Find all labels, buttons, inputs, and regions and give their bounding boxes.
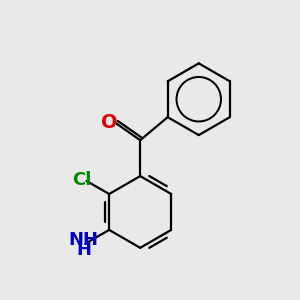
Text: H: H [76, 241, 91, 259]
Text: Cl: Cl [72, 171, 92, 189]
Text: O: O [101, 112, 118, 132]
Text: NH: NH [68, 231, 98, 249]
